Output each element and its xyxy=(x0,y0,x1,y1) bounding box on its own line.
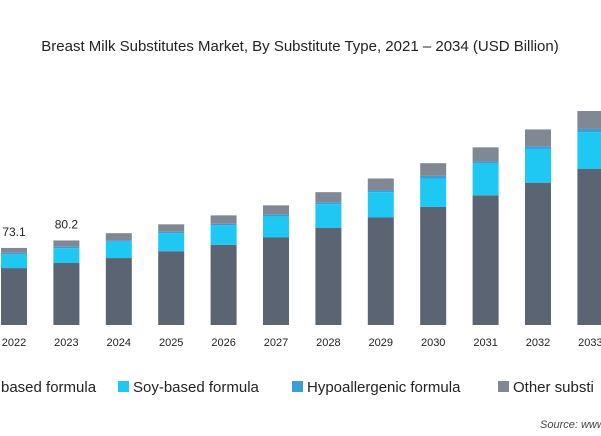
bar-segment xyxy=(315,204,342,229)
bar-segment xyxy=(1,268,27,325)
chart-title: Breast Milk Substitutes Market, By Subst… xyxy=(41,38,558,55)
bar-segment xyxy=(263,214,289,217)
bar-segment xyxy=(525,129,551,147)
x-tick-label: 2028 xyxy=(316,337,340,349)
bar-segment xyxy=(53,263,80,325)
bar-segment xyxy=(525,146,551,149)
bar-segment xyxy=(367,190,394,193)
bar-segment xyxy=(158,251,185,325)
x-tick-label: 2025 xyxy=(159,337,183,349)
legend-swatch xyxy=(292,381,303,392)
bar-segment xyxy=(263,216,289,238)
bar-segment xyxy=(105,233,132,241)
bar-segment xyxy=(1,252,27,255)
bar-segment xyxy=(577,111,601,129)
bar-segment xyxy=(420,175,447,179)
bar-segment xyxy=(577,132,601,169)
legend-swatch xyxy=(118,381,129,392)
bar-segment xyxy=(210,223,237,226)
bar-segment xyxy=(367,178,394,191)
bar-segment xyxy=(472,147,499,162)
bar-segment xyxy=(53,248,80,264)
bar-segment xyxy=(263,237,289,325)
bar-segment xyxy=(1,254,27,269)
bar-segment xyxy=(472,161,499,164)
source-note: Source: www xyxy=(540,419,601,431)
bar-segment xyxy=(577,168,601,325)
bar-segment xyxy=(210,244,237,325)
x-tick-label: 2030 xyxy=(421,337,445,349)
bar-segment xyxy=(105,241,132,259)
bar-segment xyxy=(1,247,27,253)
bar-segment xyxy=(420,178,447,207)
x-tick-label: 2026 xyxy=(211,337,235,349)
x-tick-label: 2032 xyxy=(526,337,550,349)
legend-label: Other substi xyxy=(513,379,594,396)
x-tick-label: 2023 xyxy=(54,337,78,349)
bar-segment xyxy=(472,163,499,196)
legend-label: Soy-based formula xyxy=(133,379,260,396)
bar-segment xyxy=(525,182,551,325)
x-tick-label: 2029 xyxy=(369,337,393,349)
x-tick-label: 2024 xyxy=(107,337,131,349)
bar-segment xyxy=(420,163,447,176)
bar-segment xyxy=(315,228,342,325)
legend-swatch xyxy=(498,381,509,392)
bar-segment xyxy=(472,195,499,325)
x-tick-label: 2027 xyxy=(264,337,288,349)
bar-segment xyxy=(525,148,551,183)
bar-segment xyxy=(158,224,185,232)
bar-segment xyxy=(105,258,132,325)
bar-segment xyxy=(367,192,394,218)
x-tick-label: 2031 xyxy=(473,337,497,349)
bar-segment xyxy=(53,246,80,249)
bar-segment xyxy=(158,231,185,234)
bar-segment xyxy=(315,192,342,203)
x-tick-label: 2022 xyxy=(2,337,26,349)
bar-segment xyxy=(420,206,447,325)
bar-segment xyxy=(53,240,80,247)
bar-segment xyxy=(577,128,601,133)
x-tick-label: 2033 xyxy=(578,337,601,349)
bar-segment xyxy=(367,217,394,325)
legend-label: based formula xyxy=(1,379,97,396)
total-label: 80.2 xyxy=(55,218,79,232)
bar-segment xyxy=(158,233,185,252)
bar-segment xyxy=(210,215,237,224)
bar-segment xyxy=(210,225,237,245)
legend-label: Hypoallergenic formula xyxy=(307,379,461,396)
bar-segment xyxy=(105,240,132,242)
total-label: 73.1 xyxy=(2,225,26,239)
bar-segment xyxy=(263,205,289,215)
bar-segment xyxy=(315,202,342,205)
